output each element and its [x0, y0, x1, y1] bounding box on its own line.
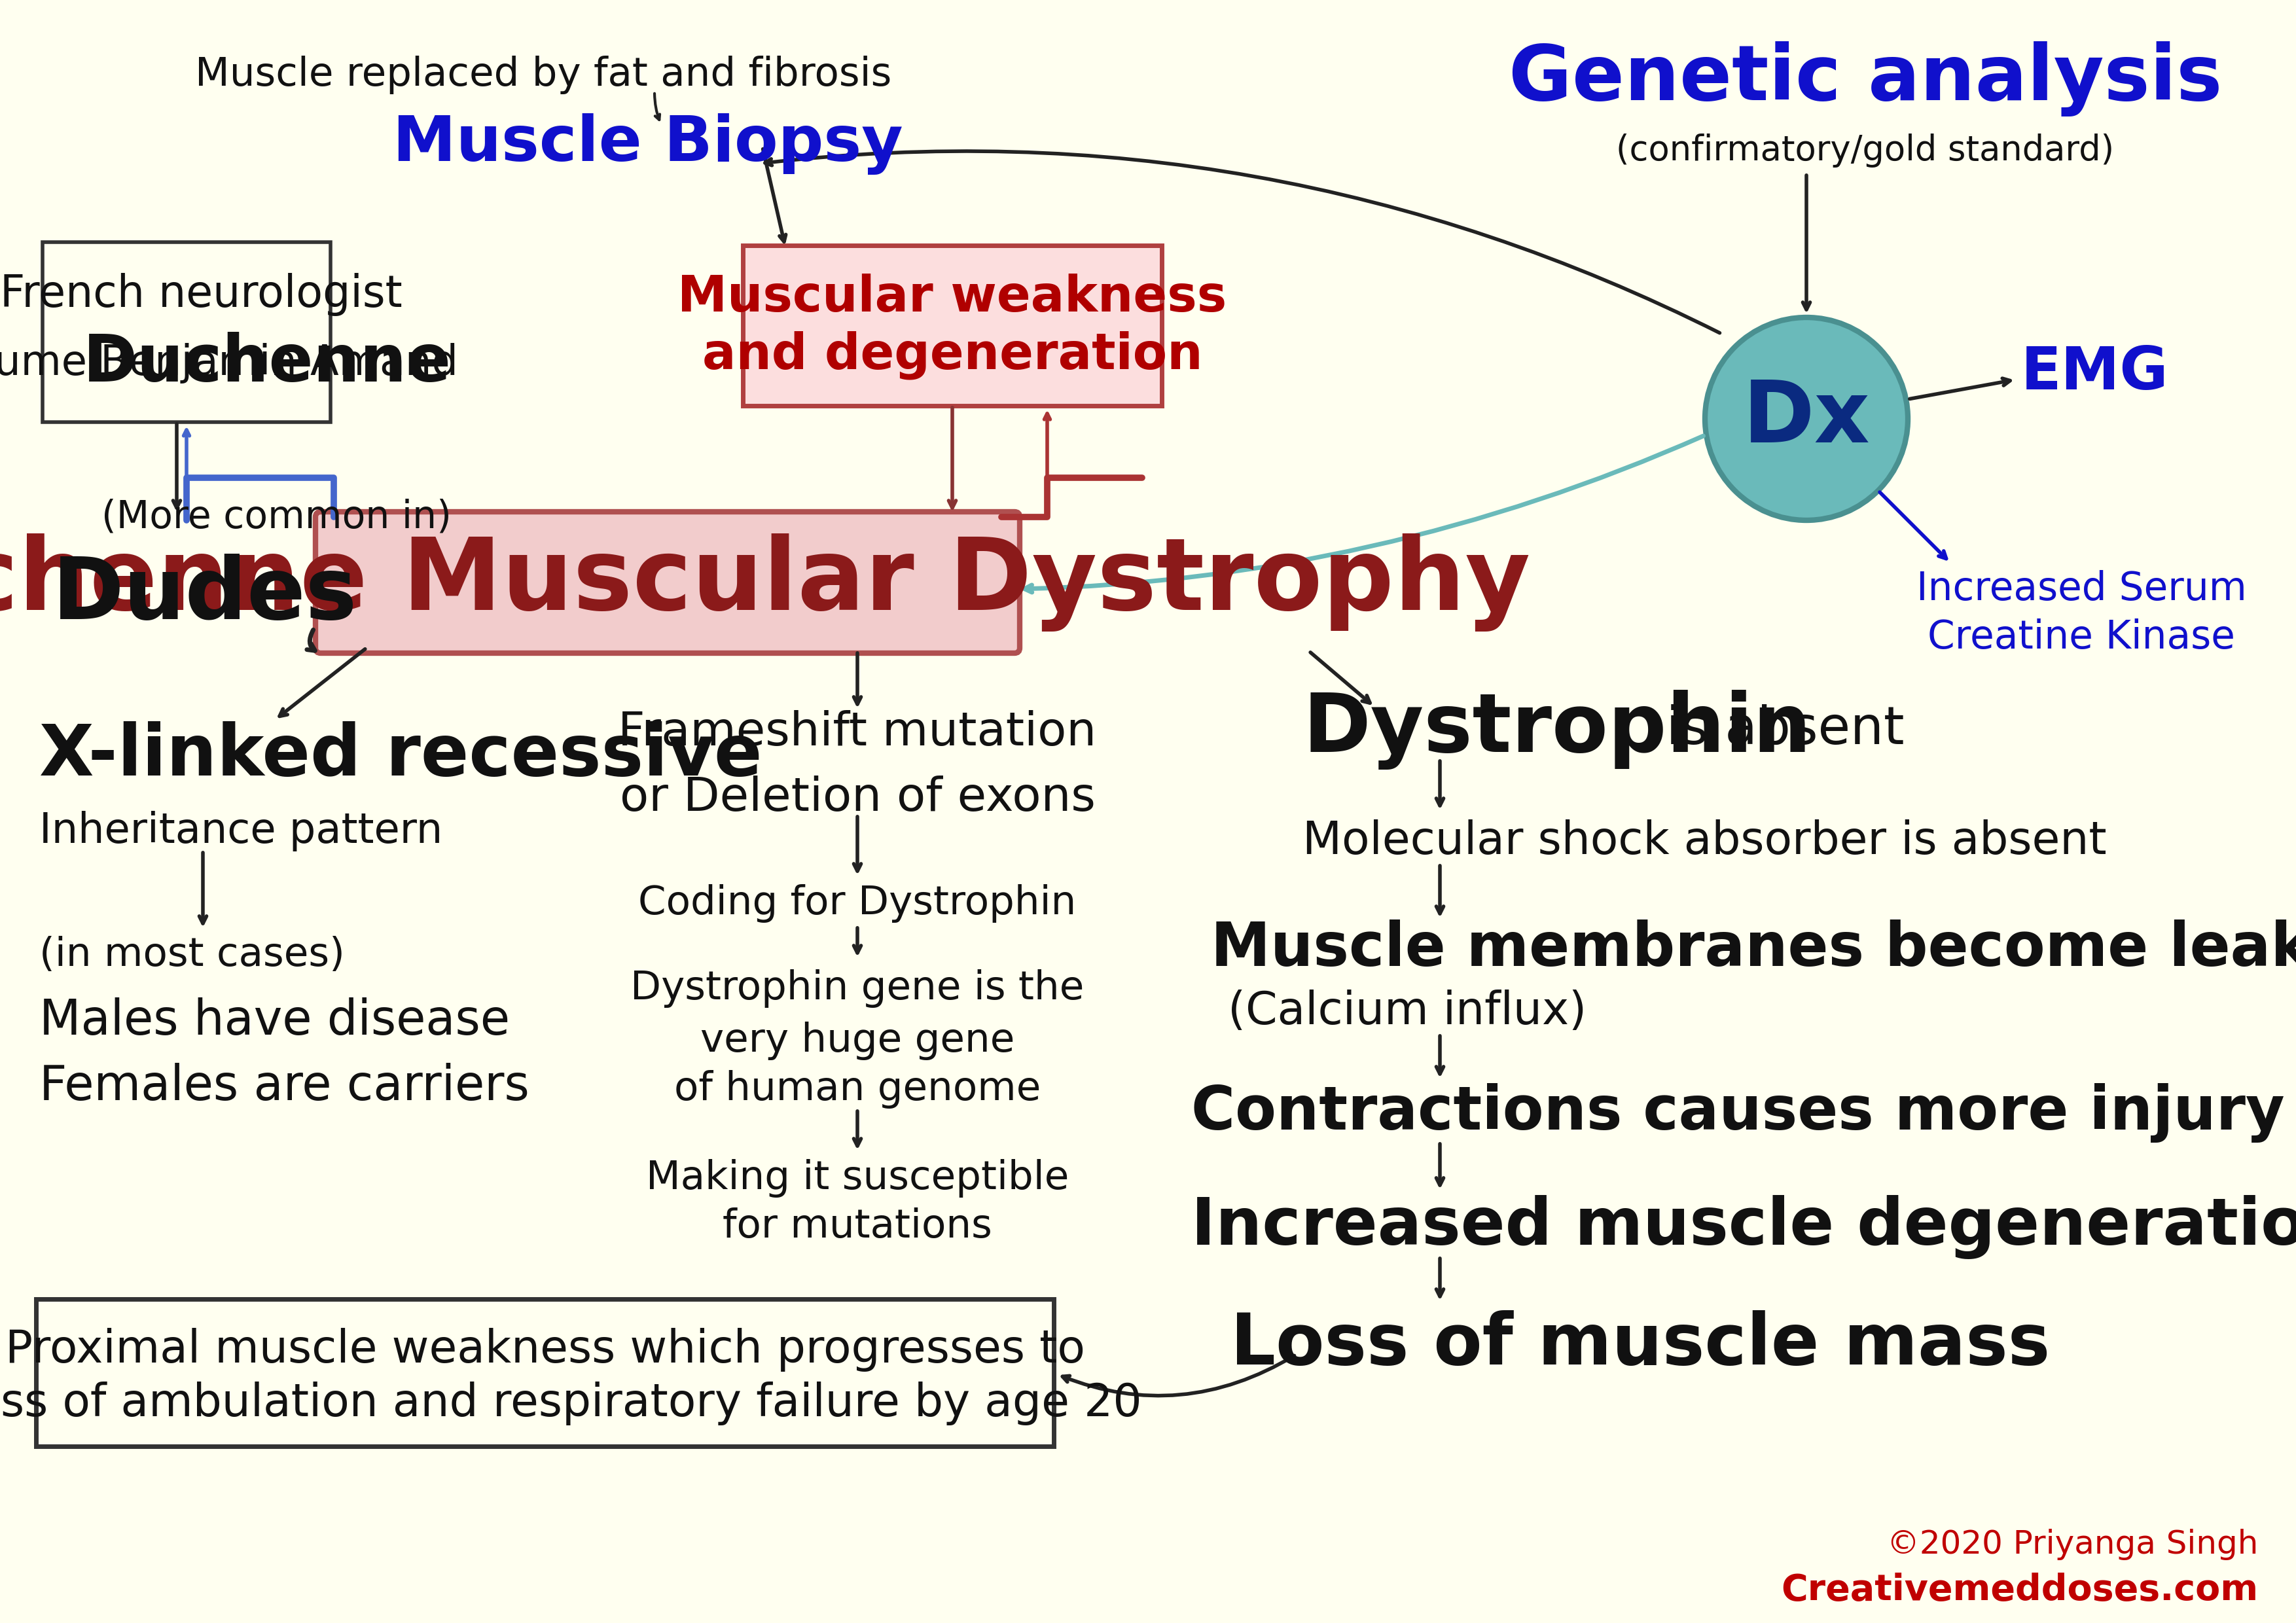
- FancyArrowPatch shape: [308, 630, 315, 651]
- Circle shape: [1706, 318, 1908, 521]
- FancyArrowPatch shape: [854, 652, 861, 704]
- Text: Genetic analysis: Genetic analysis: [1508, 41, 2223, 117]
- FancyArrowPatch shape: [654, 94, 659, 120]
- Text: Guillaume Benjamin Amand: Guillaume Benjamin Amand: [0, 342, 457, 383]
- FancyArrowPatch shape: [1437, 1258, 1444, 1297]
- Text: Frameshift mutation: Frameshift mutation: [618, 711, 1097, 756]
- FancyArrowPatch shape: [1437, 1035, 1444, 1074]
- FancyArrowPatch shape: [1910, 378, 2009, 399]
- Text: ©2020 Priyanga Singh: ©2020 Priyanga Singh: [1887, 1529, 2257, 1560]
- Text: Loss of ambulation and respiratory failure by age 20: Loss of ambulation and respiratory failu…: [0, 1381, 1141, 1425]
- Text: is absent: is absent: [1649, 704, 1903, 755]
- Text: Molecular shock absorber is absent: Molecular shock absorber is absent: [1302, 820, 2108, 863]
- Text: or Deletion of exons: or Deletion of exons: [620, 776, 1095, 821]
- Text: Muscle replaced by fat and fibrosis: Muscle replaced by fat and fibrosis: [195, 55, 891, 94]
- Text: for mutations: for mutations: [723, 1208, 992, 1246]
- FancyArrowPatch shape: [854, 928, 861, 953]
- Text: Muscular weakness: Muscular weakness: [677, 274, 1226, 321]
- FancyArrowPatch shape: [200, 852, 207, 923]
- Text: Creatine Kinase: Creatine Kinase: [1929, 618, 2234, 657]
- FancyArrowPatch shape: [765, 151, 1720, 333]
- FancyArrowPatch shape: [948, 407, 955, 508]
- Text: Dx: Dx: [1743, 377, 1871, 461]
- FancyBboxPatch shape: [315, 511, 1019, 652]
- Text: Inheritance pattern: Inheritance pattern: [39, 812, 443, 852]
- Text: Dudes: Dudes: [53, 553, 358, 638]
- Text: (in most cases): (in most cases): [39, 936, 344, 975]
- Text: Coding for Dystrophin: Coding for Dystrophin: [638, 885, 1077, 922]
- FancyArrowPatch shape: [762, 149, 785, 242]
- Text: (More common in): (More common in): [101, 498, 452, 536]
- FancyArrowPatch shape: [1024, 437, 1704, 592]
- FancyArrowPatch shape: [1063, 1355, 1295, 1396]
- Text: Increased muscle degeneration: Increased muscle degeneration: [1192, 1195, 2296, 1259]
- FancyArrowPatch shape: [172, 424, 181, 508]
- Text: Dystrophin: Dystrophin: [1302, 690, 1812, 769]
- FancyArrowPatch shape: [1437, 865, 1444, 914]
- Text: Muscle Biopsy: Muscle Biopsy: [393, 114, 902, 175]
- FancyArrowPatch shape: [280, 649, 365, 716]
- Text: X-linked recessive: X-linked recessive: [39, 721, 762, 790]
- FancyArrowPatch shape: [184, 430, 191, 476]
- Text: Creativemeddoses.com: Creativemeddoses.com: [1782, 1573, 2257, 1608]
- Text: and degeneration: and degeneration: [703, 331, 1203, 380]
- Text: Duchenne: Duchenne: [83, 331, 452, 394]
- Text: Proximal muscle weakness which progresses to: Proximal muscle weakness which progresse…: [5, 1328, 1084, 1371]
- Text: Males have disease: Males have disease: [39, 997, 510, 1045]
- FancyArrowPatch shape: [854, 1112, 861, 1146]
- Text: Loss of muscle mass: Loss of muscle mass: [1231, 1310, 2050, 1380]
- Text: Dystrophin gene is the: Dystrophin gene is the: [631, 969, 1084, 1008]
- Text: Making it susceptible: Making it susceptible: [645, 1159, 1070, 1198]
- Text: Females are carriers: Females are carriers: [39, 1063, 530, 1110]
- Text: EMG: EMG: [2020, 344, 2167, 403]
- Text: Contractions causes more injury: Contractions causes more injury: [1192, 1083, 2285, 1143]
- FancyArrowPatch shape: [1045, 414, 1049, 476]
- FancyArrowPatch shape: [854, 816, 861, 872]
- Text: Increased Serum: Increased Serum: [1917, 570, 2245, 609]
- FancyArrowPatch shape: [1311, 652, 1371, 703]
- Text: Muscle membranes become leaky: Muscle membranes become leaky: [1210, 919, 2296, 979]
- FancyArrowPatch shape: [1880, 492, 1947, 558]
- FancyBboxPatch shape: [44, 242, 331, 422]
- Text: Duchenne Muscular Dystrophy: Duchenne Muscular Dystrophy: [0, 534, 1531, 631]
- FancyBboxPatch shape: [744, 245, 1162, 406]
- FancyArrowPatch shape: [1437, 1144, 1444, 1185]
- Text: French neurologist: French neurologist: [0, 273, 402, 316]
- Text: (Calcium influx): (Calcium influx): [1228, 988, 1587, 1032]
- FancyBboxPatch shape: [37, 1298, 1054, 1446]
- FancyArrowPatch shape: [1437, 761, 1444, 805]
- Text: (confirmatory/gold standard): (confirmatory/gold standard): [1616, 133, 2115, 167]
- Text: of human genome: of human genome: [675, 1070, 1040, 1109]
- Text: very huge gene: very huge gene: [700, 1021, 1015, 1060]
- FancyArrowPatch shape: [1802, 175, 1809, 310]
